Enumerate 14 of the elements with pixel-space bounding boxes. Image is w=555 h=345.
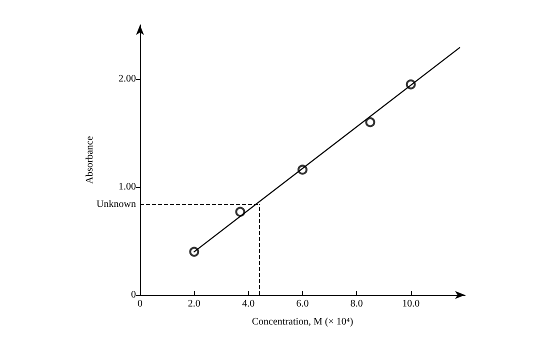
x-tick-label: 8.0	[350, 298, 363, 310]
point	[235, 206, 246, 217]
y-tick-label: 1.00	[118, 182, 136, 192]
x-tick-label: 10.0	[402, 298, 420, 310]
point	[365, 117, 376, 128]
x-tick-label: 2.0	[188, 298, 200, 310]
x-tick-label: 4.0	[242, 298, 255, 310]
point	[189, 246, 200, 257]
y-tick-label: 0	[131, 290, 136, 300]
x-axis-title: Concentration, M (× 10⁴)	[252, 316, 354, 328]
y-tick-label: 2.00	[118, 74, 136, 84]
y-axis-title: Absorbance	[84, 136, 96, 184]
ref-line-label: Unknown	[96, 198, 136, 210]
x-tick-label: 6.0	[296, 298, 309, 310]
